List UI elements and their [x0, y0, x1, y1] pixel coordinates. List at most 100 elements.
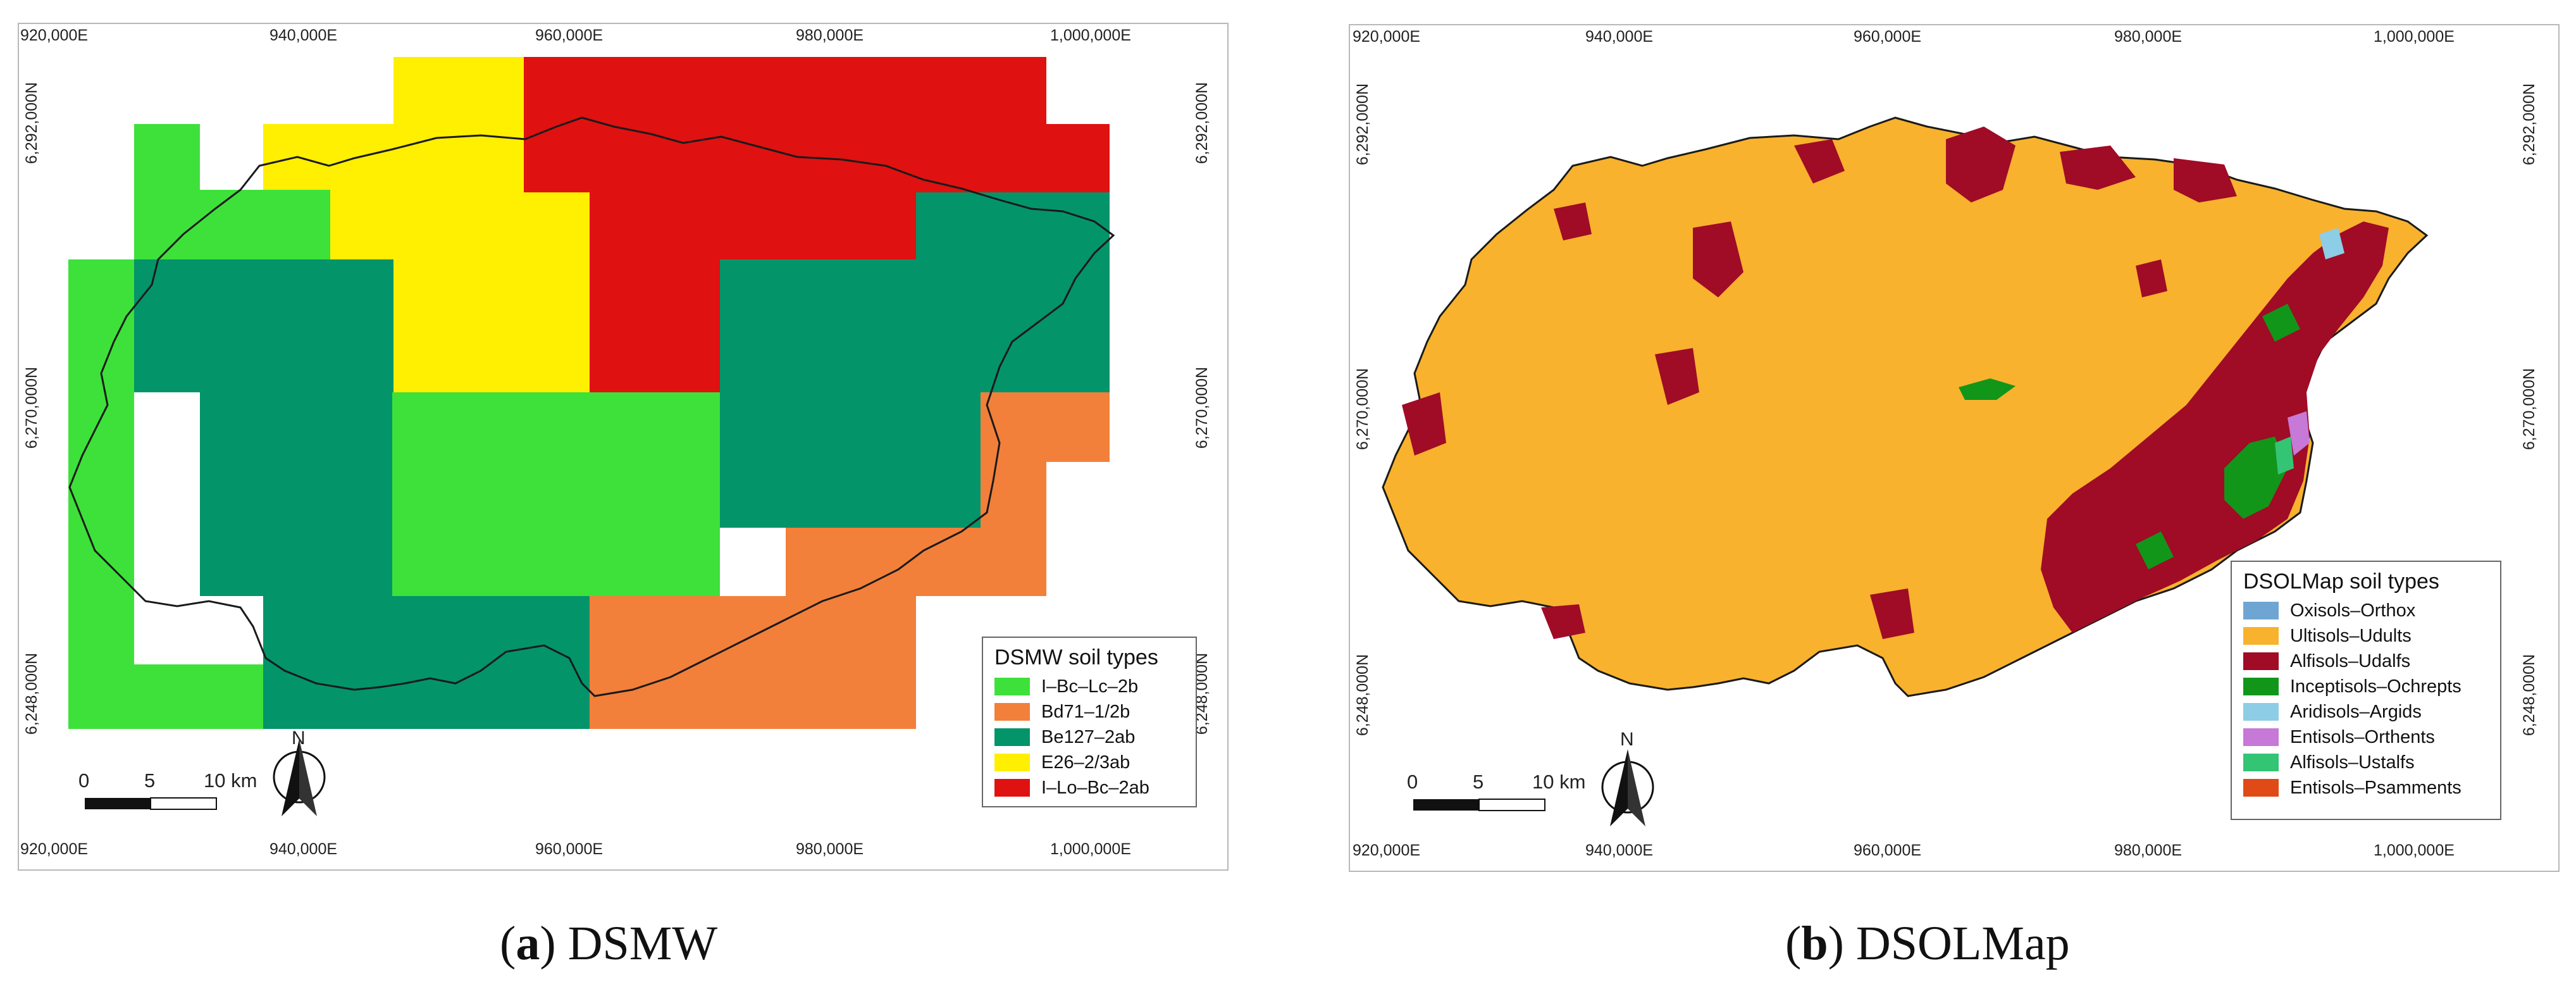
cell-be127	[200, 392, 392, 596]
x-tick-bottom: 920,000E	[1353, 842, 1421, 859]
legend-item: I–Lo–Bc–2ab	[994, 775, 1184, 800]
legend-item: Be127–2ab	[994, 725, 1184, 750]
legend-swatch	[994, 703, 1030, 721]
legend-title: DSMW soil types	[994, 645, 1158, 669]
legend-item: Aridisols–Argids	[2243, 699, 2489, 725]
caption-text: DSOLMap	[1855, 917, 2070, 970]
legend-label: E26–2/3ab	[1041, 752, 1130, 773]
patch-entisols-orthents	[2288, 411, 2310, 456]
legend-swatch	[994, 779, 1030, 797]
y-tick-left: 6,292,000N	[23, 82, 41, 165]
patch-alfisols-udalfs	[1655, 348, 1699, 405]
x-tick-bottom: 1,000,000E	[2374, 842, 2455, 859]
legend-label: I–Lo–Bc–2ab	[1041, 777, 1149, 798]
legend-item: Oxisols–Orthox	[2243, 598, 2489, 623]
y-tick-right: 6,292,000N	[2520, 83, 2539, 166]
legend: DSMW soil types I–Bc–Lc–2b Bd71–1/2b Be1…	[982, 637, 1197, 807]
scale-label: 10 km	[204, 769, 257, 792]
x-tick-top: 1,000,000E	[2374, 28, 2455, 46]
patch-alfisols-udalfs	[1554, 202, 1592, 240]
patch-alfisols-ustalfs	[2275, 437, 2294, 475]
y-tick-right: 6,270,000N	[2520, 368, 2539, 451]
legend-item: Entisols–Psamments	[2243, 775, 2489, 800]
legend-label: Alfisols–Ustalfs	[2290, 752, 2415, 773]
scale-bar	[85, 797, 217, 810]
scale-bar	[1413, 799, 1545, 811]
legend-item: Inceptisols–Ochrepts	[2243, 674, 2489, 699]
panel-caption: (a) DSMW	[500, 917, 718, 970]
patch-inceptisols	[2224, 437, 2288, 519]
x-tick-top: 920,000E	[20, 27, 89, 44]
x-tick-top: 940,000E	[1585, 28, 1654, 46]
legend-label: Entisols–Orthents	[2290, 726, 2435, 747]
x-tick-bottom: 1,000,000E	[1050, 840, 1131, 858]
panel-caption: (b) DSOLMap	[1785, 917, 2070, 970]
legend-swatch	[2243, 703, 2279, 721]
legend-label: Ultisols–Udults	[2290, 625, 2412, 646]
legend-item: Alfisols–Udalfs	[2243, 649, 2489, 674]
legend-swatch	[994, 728, 1030, 746]
patch-alfisols-udalfs	[1693, 221, 1743, 297]
patch-alfisols-udalfs	[1402, 392, 1446, 456]
legend-swatch	[2243, 602, 2279, 619]
cell-bd71	[786, 528, 981, 596]
legend: DSOLMap soil types Oxisols–Orthox Ultiso…	[2231, 561, 2501, 820]
patch-inceptisols	[1959, 378, 2016, 400]
y-tick-right: 6,292,000N	[1193, 82, 1211, 165]
legend-item: E26–2/3ab	[994, 750, 1184, 775]
cell-i-bc-lc	[134, 664, 264, 729]
legend-label: Inceptisols–Ochrepts	[2290, 676, 2461, 697]
north-label: N	[1620, 729, 1634, 750]
scale-label: 0	[1407, 771, 1418, 793]
cell-bd71	[981, 392, 1110, 462]
panel-dsmw: 920,000E 940,000E 960,000E 980,000E 1,00…	[0, 0, 1253, 989]
cell-i-lo-bc	[590, 259, 720, 392]
caption-letter: a	[516, 917, 540, 970]
y-tick-left: 6,248,000N	[1354, 654, 1372, 737]
legend-swatch	[994, 678, 1030, 695]
x-tick-bottom: 980,000E	[2114, 842, 2183, 859]
legend-item: Alfisols–Ustalfs	[2243, 750, 2489, 775]
y-tick-right: 6,270,000N	[1193, 366, 1211, 449]
legend-label: Oxisols–Orthox	[2290, 600, 2416, 621]
legend-label: Be127–2ab	[1041, 726, 1136, 747]
y-tick-left: 6,292,000N	[1354, 83, 1372, 166]
north-label: N	[292, 728, 306, 749]
legend-title: DSOLMap soil types	[2243, 569, 2439, 594]
cell-bd71	[590, 596, 916, 729]
patch-alfisols-udalfs	[1946, 127, 2016, 202]
x-tick-top: 1,000,000E	[1050, 27, 1131, 44]
patch-alfisols-udalfs	[2136, 259, 2167, 297]
legend-swatch	[2243, 627, 2279, 645]
y-tick-left: 6,270,000N	[1354, 368, 1372, 451]
cell-i-lo-bc	[1046, 124, 1110, 192]
x-tick-bottom: 940,000E	[269, 840, 338, 858]
legend-item: Ultisols–Udults	[2243, 623, 2489, 649]
x-tick-bottom: 940,000E	[1585, 842, 1654, 859]
scale-label: 5	[1473, 771, 1484, 793]
patch-alfisols-udalfs	[2174, 158, 2237, 202]
cell-i-bc-lc	[392, 392, 720, 596]
cell-i-lo-bc	[590, 192, 916, 259]
dsmw-map	[68, 57, 1115, 816]
catchment-boundary	[68, 116, 1115, 697]
legend-item: I–Bc–Lc–2b	[994, 674, 1184, 699]
legend-item: Entisols–Orthents	[2243, 725, 2489, 750]
dsolmap-map	[1382, 116, 2429, 826]
north-arrow-icon	[273, 739, 326, 816]
caption-text: DSMW	[567, 917, 718, 970]
patch-alfisols-udalfs	[2060, 146, 2136, 190]
x-tick-bottom: 960,000E	[535, 840, 604, 858]
legend-swatch	[2243, 779, 2279, 797]
legend-item: Bd71–1/2b	[994, 699, 1184, 725]
cell-i-bc-lc	[134, 124, 200, 259]
dsmw-grid	[68, 57, 1110, 729]
x-tick-top: 980,000E	[2114, 28, 2183, 46]
legend-swatch	[2243, 652, 2279, 670]
x-tick-top: 920,000E	[1353, 28, 1421, 46]
x-tick-top: 960,000E	[1854, 28, 1922, 46]
legend-swatch	[994, 754, 1030, 771]
cell-be127	[1046, 259, 1110, 392]
patch-alfisols-udalfs	[1870, 588, 1914, 639]
north-arrow-icon	[1601, 749, 1654, 826]
